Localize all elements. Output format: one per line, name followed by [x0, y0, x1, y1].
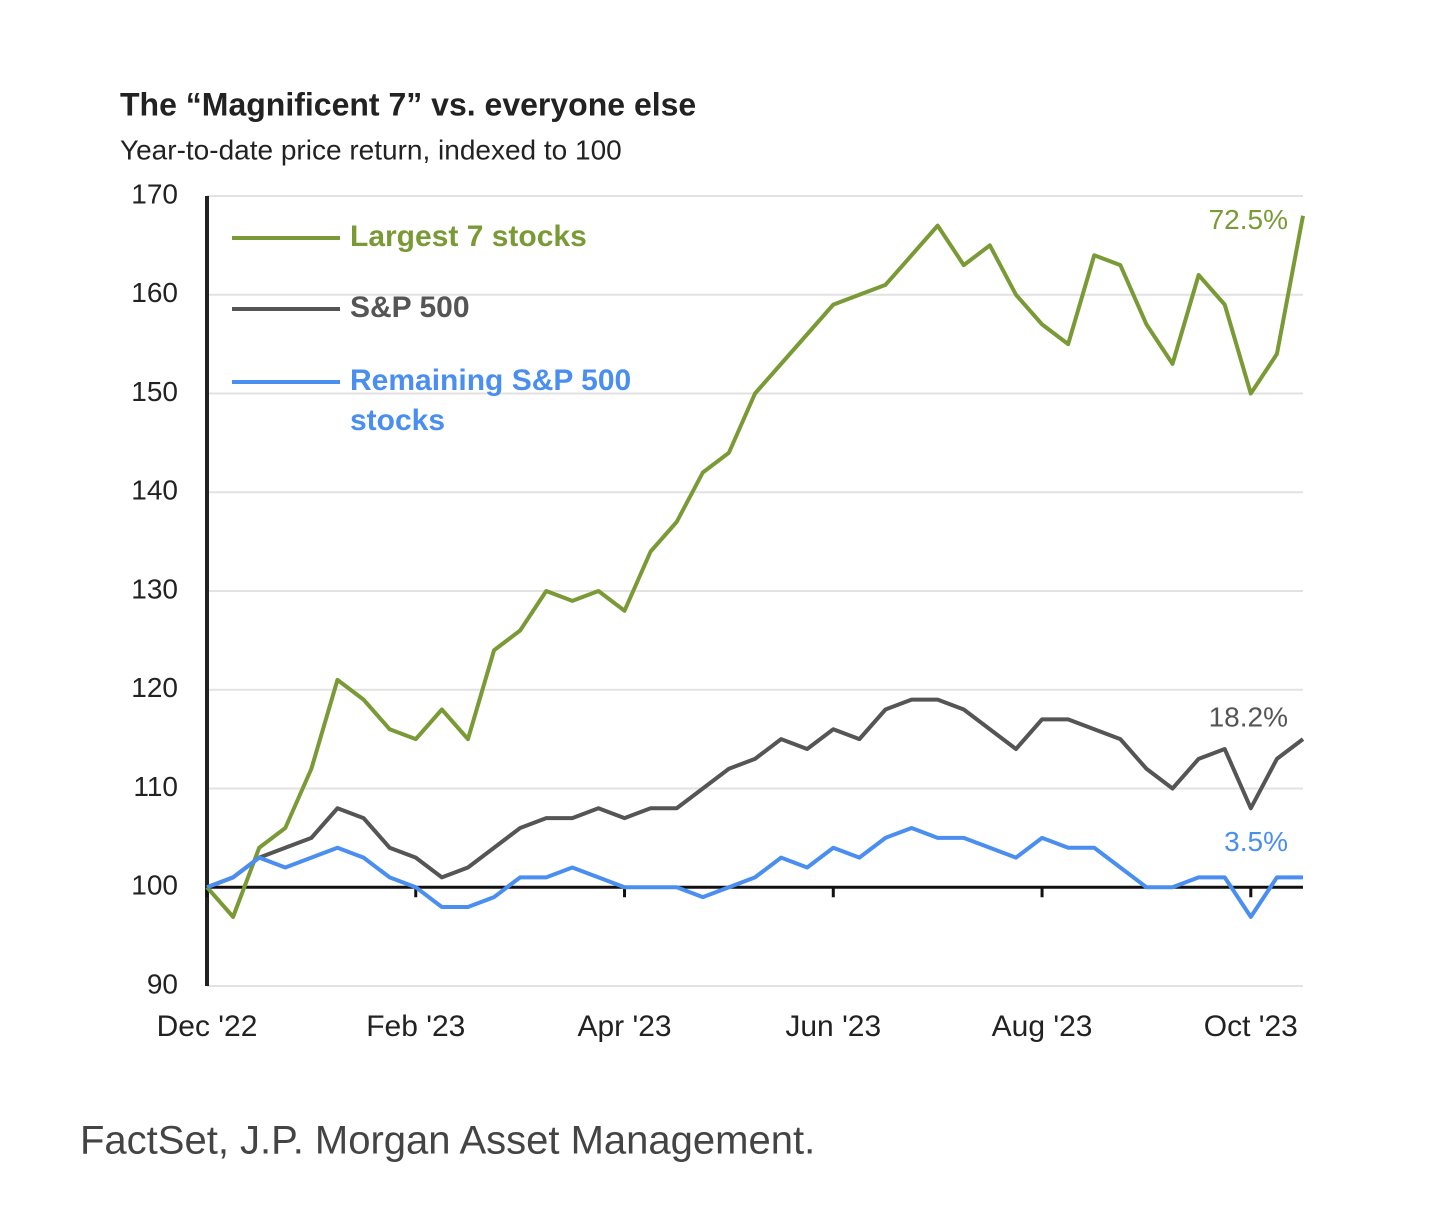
x-tick-label: Jun '23	[785, 1010, 881, 1043]
series-line	[205, 215, 1305, 919]
y-tick-label: 140	[131, 475, 178, 506]
x-tick-label: Dec '22	[157, 1010, 258, 1043]
chart-subtitle: Year-to-date price return, indexed to 10…	[120, 134, 622, 165]
legend-label-line: stocks	[350, 404, 445, 437]
x-tick-label: Oct '23	[1204, 1010, 1298, 1043]
x-tick-label: Aug '23	[992, 1010, 1093, 1043]
y-tick-label: 100	[131, 870, 178, 901]
end-label: 72.5%	[1209, 204, 1288, 235]
chart-title: The “Magnificent 7” vs. everyone else	[120, 86, 696, 122]
y-tick-label: 170	[131, 178, 178, 209]
legend-label: Remaining S&P 500 stocks	[350, 364, 631, 437]
y-tick-label: 110	[133, 771, 178, 802]
legend-label: Largest 7 stocks	[350, 220, 587, 253]
series-line	[206, 697, 1305, 890]
series-line	[206, 826, 1303, 919]
source-note: FactSet, J.P. Morgan Asset Management.	[80, 1119, 815, 1163]
y-tick-label: 160	[131, 277, 178, 308]
y-tick-label: 120	[131, 672, 178, 703]
end-label: 3.5%	[1224, 826, 1288, 857]
y-tick-label: 90	[147, 968, 178, 999]
legend-label: S&P 500	[350, 291, 470, 324]
legend-label-line: Remaining S&P 500	[350, 364, 631, 397]
end-label: 18.2%	[1209, 702, 1288, 733]
y-tick-label: 150	[131, 376, 178, 407]
y-tick-label: 130	[131, 573, 178, 604]
x-tick-label: Feb '23	[366, 1010, 465, 1043]
x-tick-label: Apr '23	[577, 1010, 671, 1043]
